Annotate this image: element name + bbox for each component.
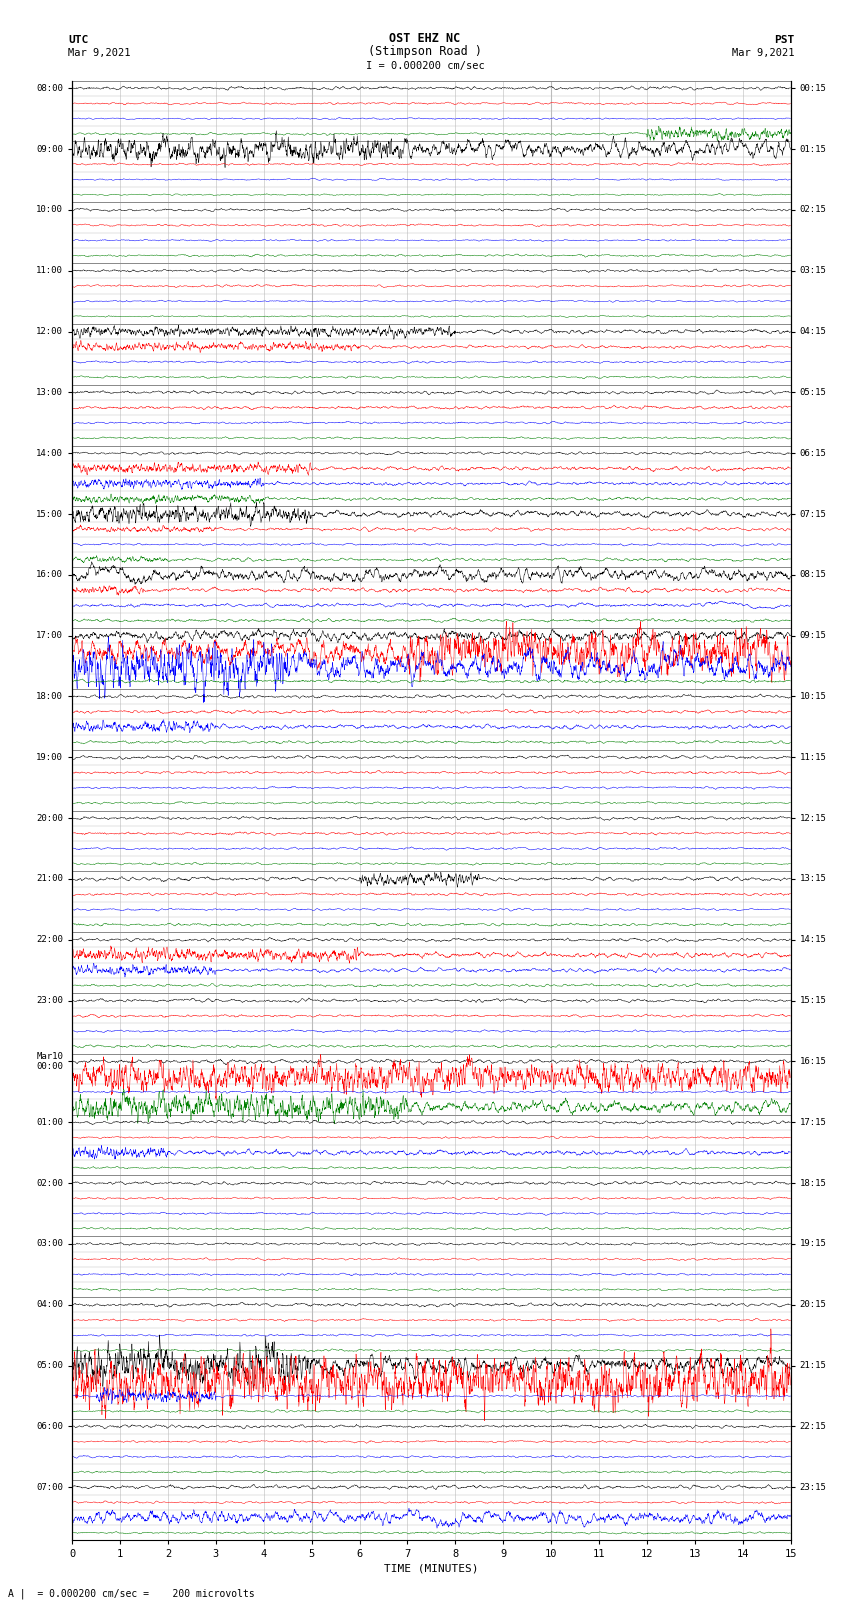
Text: Mar 9,2021: Mar 9,2021 (732, 48, 795, 58)
Text: PST: PST (774, 35, 795, 45)
Text: Mar 9,2021: Mar 9,2021 (68, 48, 131, 58)
Text: A |  = 0.000200 cm/sec =    200 microvolts: A | = 0.000200 cm/sec = 200 microvolts (8, 1589, 255, 1598)
Text: OST EHZ NC: OST EHZ NC (389, 32, 461, 45)
X-axis label: TIME (MINUTES): TIME (MINUTES) (384, 1563, 479, 1574)
Text: I = 0.000200 cm/sec: I = 0.000200 cm/sec (366, 61, 484, 71)
Text: UTC: UTC (68, 35, 88, 45)
Text: (Stimpson Road ): (Stimpson Road ) (368, 45, 482, 58)
